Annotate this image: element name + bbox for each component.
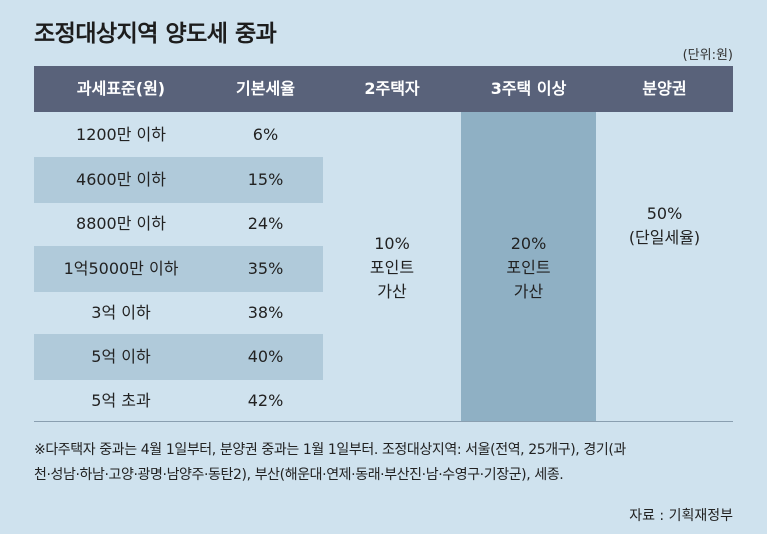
table-row: 5억 초과 42% [34, 378, 323, 424]
tax-base-cell: 3억 이하 [91, 303, 151, 322]
two-house-cell: 10% 포인트 가산 [323, 232, 461, 304]
tax-base-cell: 1200만 이하 [76, 125, 166, 144]
page-title: 조정대상지역 양도세 중과 [34, 21, 277, 47]
presale-single-rate: (단일세율) [628, 228, 701, 247]
basic-rate-cell: 24% [247, 214, 284, 233]
header-presale: 분양권 [642, 79, 687, 98]
tax-table: 과세표준(원) 기본세율 2주택자 3주택 이상 분양권 1200만 이하 6%… [34, 66, 733, 422]
table-row: 8800만 이하 24% [34, 201, 323, 247]
table-bottom-divider [34, 421, 733, 422]
tax-base-cell: 4600만 이하 [76, 170, 166, 189]
tax-base-cell: 8800만 이하 [76, 214, 166, 233]
table-header: 과세표준(원) 기본세율 2주택자 3주택 이상 분양권 [34, 66, 733, 112]
header-three-house: 3주택 이상 [490, 79, 567, 98]
basic-rate-cell: 6% [252, 125, 279, 144]
source-label: 자료 : 기획재정부 [629, 508, 733, 524]
unit-label: (단위:원) [682, 48, 733, 63]
two-house-add: 가산 [377, 282, 407, 301]
three-house-rate: 20% [510, 234, 547, 253]
header-basic-rate: 기본세율 [236, 79, 295, 98]
basic-rate-cell: 35% [247, 259, 284, 278]
tax-base-cell: 5억 초과 [91, 391, 151, 410]
table-row: 5억 이하 40% [34, 334, 323, 380]
basic-rate-cell: 42% [247, 391, 284, 410]
three-house-column-bg [461, 112, 596, 422]
table-row: 1억5000만 이하 35% [34, 246, 323, 292]
table-row: 1200만 이하 6% [34, 112, 323, 158]
presale-cell: 50% (단일세율) [596, 202, 733, 250]
basic-rate-cell: 38% [247, 303, 284, 322]
footnote: ※다주택자 중과는 4월 1일부터, 분양권 중과는 1월 1일부터. 조정대상… [34, 438, 739, 488]
header-two-house: 2주택자 [364, 79, 420, 98]
three-house-point: 포인트 [506, 258, 551, 277]
two-house-rate: 10% [374, 234, 410, 253]
three-house-add: 가산 [513, 282, 544, 301]
table-row: 3억 이하 38% [34, 290, 323, 336]
tax-base-cell: 1억5000만 이하 [63, 259, 179, 278]
presale-rate: 50% [646, 204, 683, 223]
two-house-point: 포인트 [369, 258, 415, 277]
three-house-cell: 20% 포인트 가산 [461, 232, 596, 304]
tax-base-cell: 5억 이하 [91, 347, 151, 366]
footnote-line: ※다주택자 중과는 4월 1일부터, 분양권 중과는 1월 1일부터. 조정대상… [34, 442, 626, 458]
basic-rate-cell: 15% [247, 170, 284, 189]
footnote-line: 천·성남·하남·고양·광명·남양주·동탄2), 부산(해운대·연제·동래·부산진… [34, 467, 564, 483]
table-row: 4600만 이하 15% [34, 157, 323, 203]
header-tax-base: 과세표준(원) [76, 79, 166, 98]
basic-rate-cell: 40% [247, 347, 284, 366]
